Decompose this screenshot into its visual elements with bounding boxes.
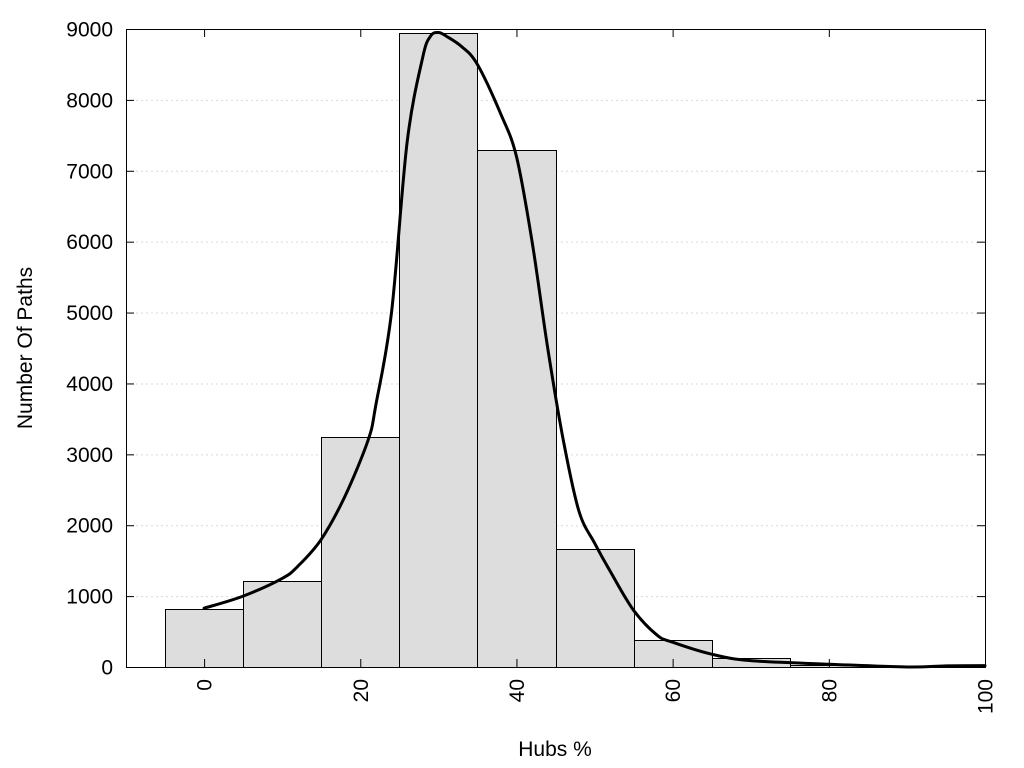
axes: 0 1000 2000 3000 4000 5000 6000 7000 8000 9000 0 20…: [66, 19, 997, 715]
x-tick-label: 80: [818, 679, 841, 702]
y-tick-label: 5000: [66, 302, 113, 325]
x-tick-label: 60: [662, 679, 685, 702]
histogram-bar: [321, 437, 400, 668]
plot-frame: [126, 29, 986, 668]
y-tick-label: 6000: [66, 231, 113, 254]
histogram-bar: [243, 581, 322, 668]
y-tick-label: 4000: [66, 373, 113, 396]
y-tick-label: 7000: [66, 160, 113, 183]
y-tick-label: 2000: [66, 515, 113, 538]
histogram-bar: [399, 33, 478, 668]
histogram-bars: [165, 33, 947, 668]
x-tick-label: 40: [506, 679, 529, 702]
grid-lines: [126, 99, 985, 598]
x-tick-label: 100: [975, 679, 998, 714]
y-tick-label: 8000: [66, 89, 113, 112]
y-tick-label: 1000: [66, 586, 113, 609]
y-tick-label: 3000: [66, 444, 113, 467]
histogram-bar: [165, 609, 244, 668]
y-tick-label: 0: [101, 657, 113, 680]
y-tick-label: 9000: [66, 19, 113, 42]
density-curve-layer: [202, 30, 987, 669]
y-axis-title: Number Of Paths: [14, 267, 37, 429]
x-tick-label: 0: [194, 679, 217, 691]
histogram-bar: [477, 150, 557, 668]
x-axis-title: Hubs %: [518, 738, 592, 761]
x-tick-label: 20: [350, 679, 373, 702]
density-curve: [202, 30, 987, 669]
histogram-bar: [556, 549, 635, 668]
